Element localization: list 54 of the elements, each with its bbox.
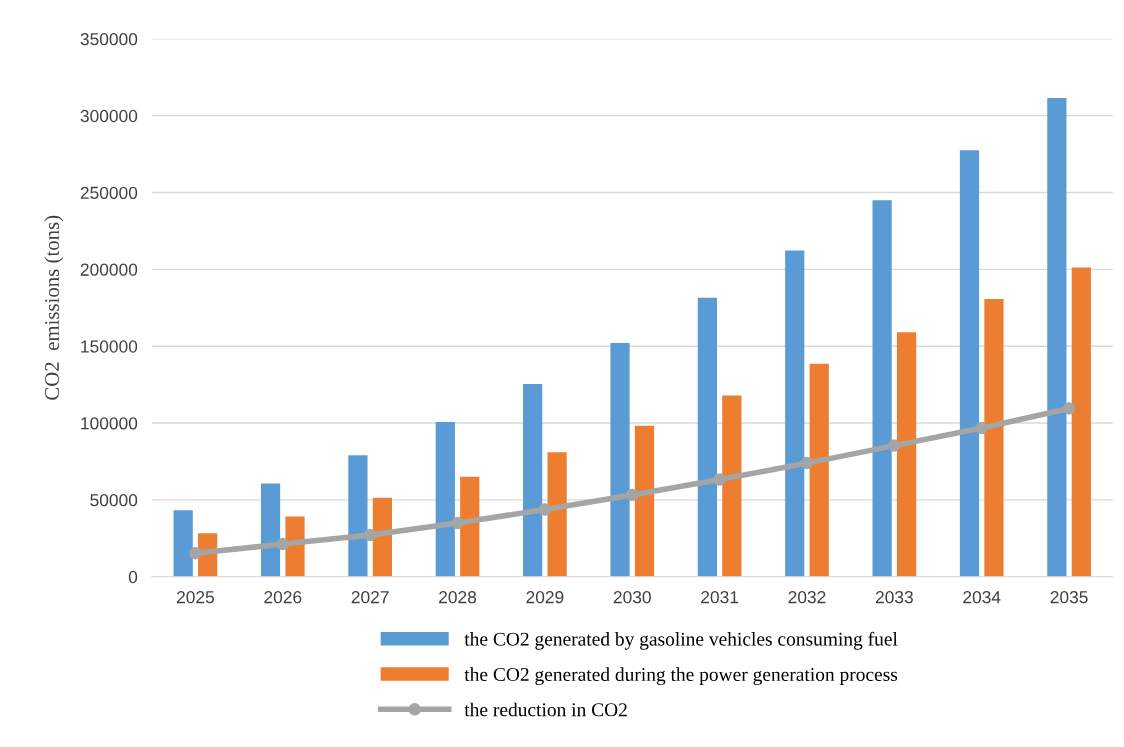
point	[538, 503, 552, 516]
point	[713, 473, 726, 486]
bar	[523, 383, 543, 577]
y-tick-label: 300000	[80, 109, 138, 123]
bar	[809, 363, 829, 577]
x-tick-label: 2027	[351, 591, 389, 604]
bar	[1071, 267, 1091, 577]
point	[888, 439, 901, 452]
legend-label: the reduction in CO2	[464, 702, 627, 717]
bar	[722, 395, 742, 577]
bar	[460, 476, 480, 577]
y-tick-label: 200000	[80, 263, 138, 276]
bar	[547, 452, 567, 577]
y-tick-label: 50000	[90, 494, 138, 507]
x-tick-label: 2028	[439, 591, 477, 604]
point	[451, 516, 464, 530]
bar	[785, 250, 805, 577]
bar	[348, 455, 368, 577]
x-tick-label: 2026	[264, 591, 302, 604]
y-tick-label: 150000	[81, 340, 138, 353]
point	[1062, 402, 1076, 415]
x-tick-label: 2032	[788, 591, 826, 604]
bar	[872, 200, 892, 577]
point	[189, 546, 202, 560]
y-tick-label: 350000	[80, 33, 138, 46]
x-tick-label: 2030	[613, 591, 651, 604]
point	[800, 456, 814, 470]
x-tick-label: 2033	[875, 591, 913, 604]
bar	[1047, 98, 1067, 577]
point	[975, 421, 988, 435]
point	[276, 537, 290, 551]
y-tick-label: 250000	[80, 186, 138, 199]
x-tick-label: 2035	[1050, 591, 1088, 604]
x-tick-label: 2025	[176, 591, 215, 604]
y-axis-title: CO2 emissions (tons)	[44, 215, 64, 400]
y-tick-label: 100000	[81, 417, 138, 430]
bar	[435, 422, 455, 577]
point	[363, 528, 377, 542]
bar	[173, 510, 193, 577]
bar	[984, 299, 1004, 577]
bar	[260, 483, 281, 577]
legend-label: the CO2 generated during the power generation process	[464, 667, 898, 686]
y-tick-label: 0	[128, 570, 138, 584]
legend-label: the CO2 generated by gasoline vehicles consuming fuel	[464, 631, 898, 650]
point	[625, 488, 639, 502]
bar	[610, 342, 630, 577]
x-tick-label: 2031	[701, 591, 739, 604]
bar	[372, 497, 392, 577]
bar	[959, 150, 980, 577]
x-tick-label: 2029	[526, 591, 564, 604]
bar	[896, 332, 917, 577]
x-tick-label: 2034	[963, 591, 1001, 604]
bar	[697, 297, 717, 577]
bar	[634, 425, 655, 577]
